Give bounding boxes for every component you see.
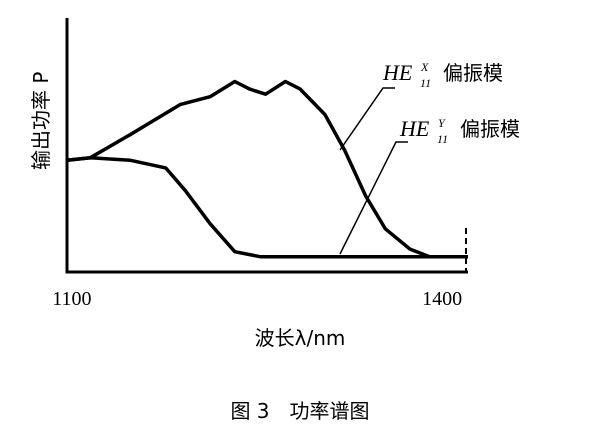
caption: 图 3 功率谱图 bbox=[230, 399, 369, 423]
annotation-base: HE bbox=[399, 116, 430, 141]
annotation: HE Y 11 偏振模 bbox=[399, 116, 520, 146]
annotation-suffix: 偏振模 bbox=[460, 117, 520, 141]
annotation-base: HE bbox=[382, 60, 413, 85]
annotation-sub: 11 bbox=[437, 132, 448, 146]
annotation-sup: Y bbox=[438, 116, 446, 130]
annotation: HE X 11 偏振模 bbox=[382, 60, 503, 90]
leader-line bbox=[339, 141, 408, 255]
x-tick-label: 1400 bbox=[422, 288, 462, 310]
y-axis-label: 输出功率 P bbox=[29, 72, 53, 170]
annotation-suffix: 偏振模 bbox=[443, 61, 503, 85]
series-line bbox=[66, 155, 468, 259]
x-tick-label: 1100 bbox=[52, 288, 91, 310]
leader-line bbox=[339, 87, 395, 151]
x-axis-label: 波长λ/nm bbox=[255, 326, 346, 350]
annotation-sub: 11 bbox=[420, 76, 431, 90]
series-line bbox=[66, 79, 468, 259]
annotation-sup: X bbox=[420, 60, 429, 74]
